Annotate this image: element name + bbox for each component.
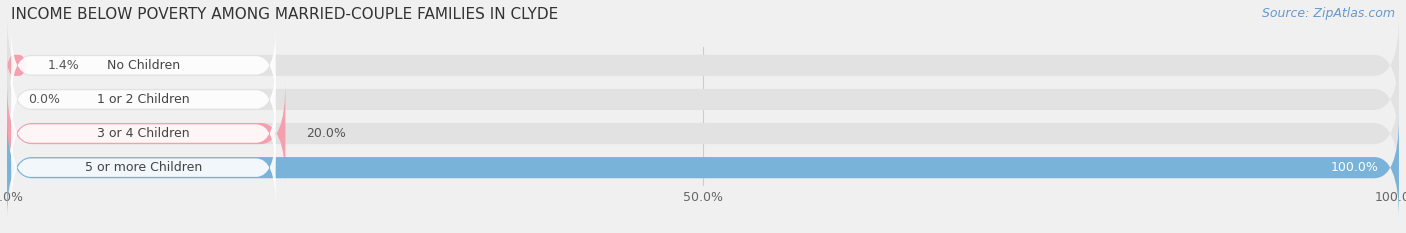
- FancyBboxPatch shape: [11, 129, 276, 206]
- FancyBboxPatch shape: [7, 117, 1399, 219]
- Text: 100.0%: 100.0%: [1330, 161, 1378, 174]
- FancyBboxPatch shape: [7, 14, 1399, 116]
- FancyBboxPatch shape: [7, 117, 1399, 219]
- Text: Source: ZipAtlas.com: Source: ZipAtlas.com: [1261, 7, 1395, 20]
- Text: 1.4%: 1.4%: [48, 59, 79, 72]
- FancyBboxPatch shape: [7, 55, 27, 76]
- Text: 0.0%: 0.0%: [28, 93, 60, 106]
- FancyBboxPatch shape: [11, 95, 276, 172]
- FancyBboxPatch shape: [7, 83, 1399, 184]
- Text: No Children: No Children: [107, 59, 180, 72]
- Text: 20.0%: 20.0%: [307, 127, 346, 140]
- FancyBboxPatch shape: [11, 27, 276, 104]
- FancyBboxPatch shape: [7, 83, 285, 184]
- Text: 5 or more Children: 5 or more Children: [84, 161, 202, 174]
- FancyBboxPatch shape: [7, 49, 1399, 150]
- FancyBboxPatch shape: [11, 61, 276, 138]
- Text: 3 or 4 Children: 3 or 4 Children: [97, 127, 190, 140]
- Text: INCOME BELOW POVERTY AMONG MARRIED-COUPLE FAMILIES IN CLYDE: INCOME BELOW POVERTY AMONG MARRIED-COUPL…: [11, 7, 558, 22]
- Text: 1 or 2 Children: 1 or 2 Children: [97, 93, 190, 106]
